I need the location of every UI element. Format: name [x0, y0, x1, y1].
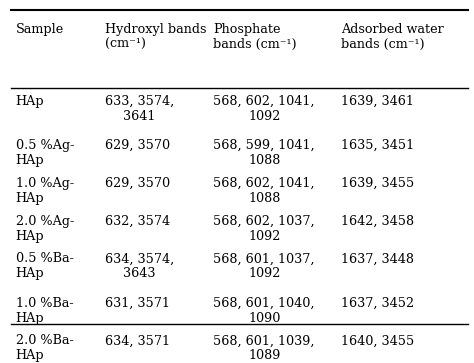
Text: 568, 601, 1040,
1090: 568, 601, 1040, 1090: [213, 297, 315, 325]
Text: 1639, 3455: 1639, 3455: [341, 177, 414, 190]
Text: 633, 3574,
3641: 633, 3574, 3641: [105, 95, 174, 123]
Text: 1640, 3455: 1640, 3455: [341, 334, 414, 347]
Text: 2.0 %Ba-
HAp: 2.0 %Ba- HAp: [16, 334, 73, 362]
Text: 0.5 %Ba-
HAp: 0.5 %Ba- HAp: [16, 252, 73, 280]
Text: 568, 602, 1041,
1088: 568, 602, 1041, 1088: [213, 177, 315, 205]
Text: 634, 3574,
3643: 634, 3574, 3643: [105, 252, 174, 280]
Text: 631, 3571: 631, 3571: [105, 297, 170, 310]
Text: 629, 3570: 629, 3570: [105, 177, 170, 190]
Text: 1637, 3452: 1637, 3452: [341, 297, 414, 310]
Text: 568, 602, 1041,
1092: 568, 602, 1041, 1092: [213, 95, 315, 123]
Text: 1637, 3448: 1637, 3448: [341, 252, 414, 265]
Text: Adsorbed water
bands (cm⁻¹): Adsorbed water bands (cm⁻¹): [341, 23, 443, 51]
Text: 0.5 %Ag-
HAp: 0.5 %Ag- HAp: [16, 139, 74, 167]
Text: 1635, 3451: 1635, 3451: [341, 139, 414, 152]
Text: Sample: Sample: [16, 23, 64, 36]
Text: 1642, 3458: 1642, 3458: [341, 215, 414, 228]
Text: 1639, 3461: 1639, 3461: [341, 95, 413, 108]
Text: Phosphate
bands (cm⁻¹): Phosphate bands (cm⁻¹): [213, 23, 297, 51]
Text: 1.0 %Ag-
HAp: 1.0 %Ag- HAp: [16, 177, 73, 205]
Text: 568, 601, 1037,
1092: 568, 601, 1037, 1092: [213, 252, 315, 280]
Text: HAp: HAp: [16, 95, 44, 108]
Text: 2.0 %Ag-
HAp: 2.0 %Ag- HAp: [16, 215, 74, 242]
Text: Hydroxyl bands
(cm⁻¹): Hydroxyl bands (cm⁻¹): [105, 23, 207, 51]
Text: 568, 602, 1037,
1092: 568, 602, 1037, 1092: [213, 215, 315, 242]
Text: 632, 3574: 632, 3574: [105, 215, 170, 228]
Text: 634, 3571: 634, 3571: [105, 334, 170, 347]
Text: 568, 601, 1039,
1089: 568, 601, 1039, 1089: [213, 334, 315, 362]
Text: 1.0 %Ba-
HAp: 1.0 %Ba- HAp: [16, 297, 73, 325]
Text: 629, 3570: 629, 3570: [105, 139, 170, 152]
Text: 568, 599, 1041,
1088: 568, 599, 1041, 1088: [213, 139, 315, 167]
